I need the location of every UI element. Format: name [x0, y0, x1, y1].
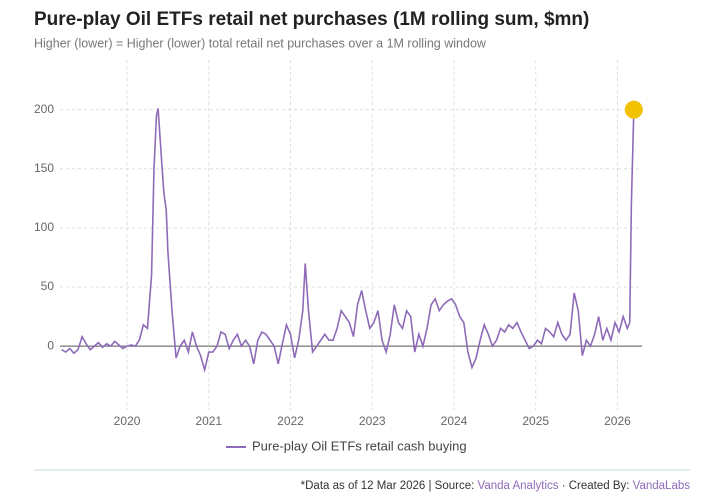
x-tick-label: 2024: [441, 414, 468, 428]
credit: · Created By:: [562, 480, 630, 492]
latest-marker: [624, 100, 643, 119]
y-tick-label: 150: [34, 161, 54, 175]
creator: VandaLabs: [633, 480, 691, 492]
x-tick-label: 2021: [195, 414, 222, 428]
legend-label: Pure-play Oil ETFs retail cash buying: [252, 438, 467, 453]
y-tick-label: 100: [34, 220, 54, 234]
y-tick-label: 50: [41, 279, 55, 293]
x-tick-label: 2022: [277, 414, 304, 428]
footnote-text: *Data as of 12 Mar 2026 | Source:: [301, 480, 475, 492]
y-tick-label: 200: [34, 102, 54, 116]
x-tick-label: 2020: [114, 414, 141, 428]
x-tick-label: 2023: [359, 414, 386, 428]
chart-title: Pure-play Oil ETFs retail net purchases …: [34, 9, 589, 30]
x-tick-label: 2025: [522, 414, 549, 428]
footnote: *Data as of 12 Mar 2026 | Source: Vanda …: [301, 480, 691, 492]
source: Vanda Analytics: [478, 480, 559, 492]
x-tick-label: 2026: [604, 414, 631, 428]
chart-subtitle: Higher (lower) = Higher (lower) total re…: [34, 36, 487, 50]
data-line: [61, 108, 635, 373]
y-tick-label: 0: [47, 338, 54, 352]
